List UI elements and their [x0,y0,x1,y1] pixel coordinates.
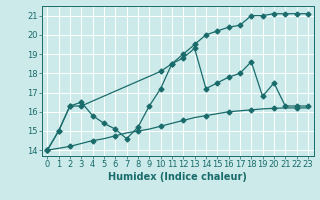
X-axis label: Humidex (Indice chaleur): Humidex (Indice chaleur) [108,172,247,182]
